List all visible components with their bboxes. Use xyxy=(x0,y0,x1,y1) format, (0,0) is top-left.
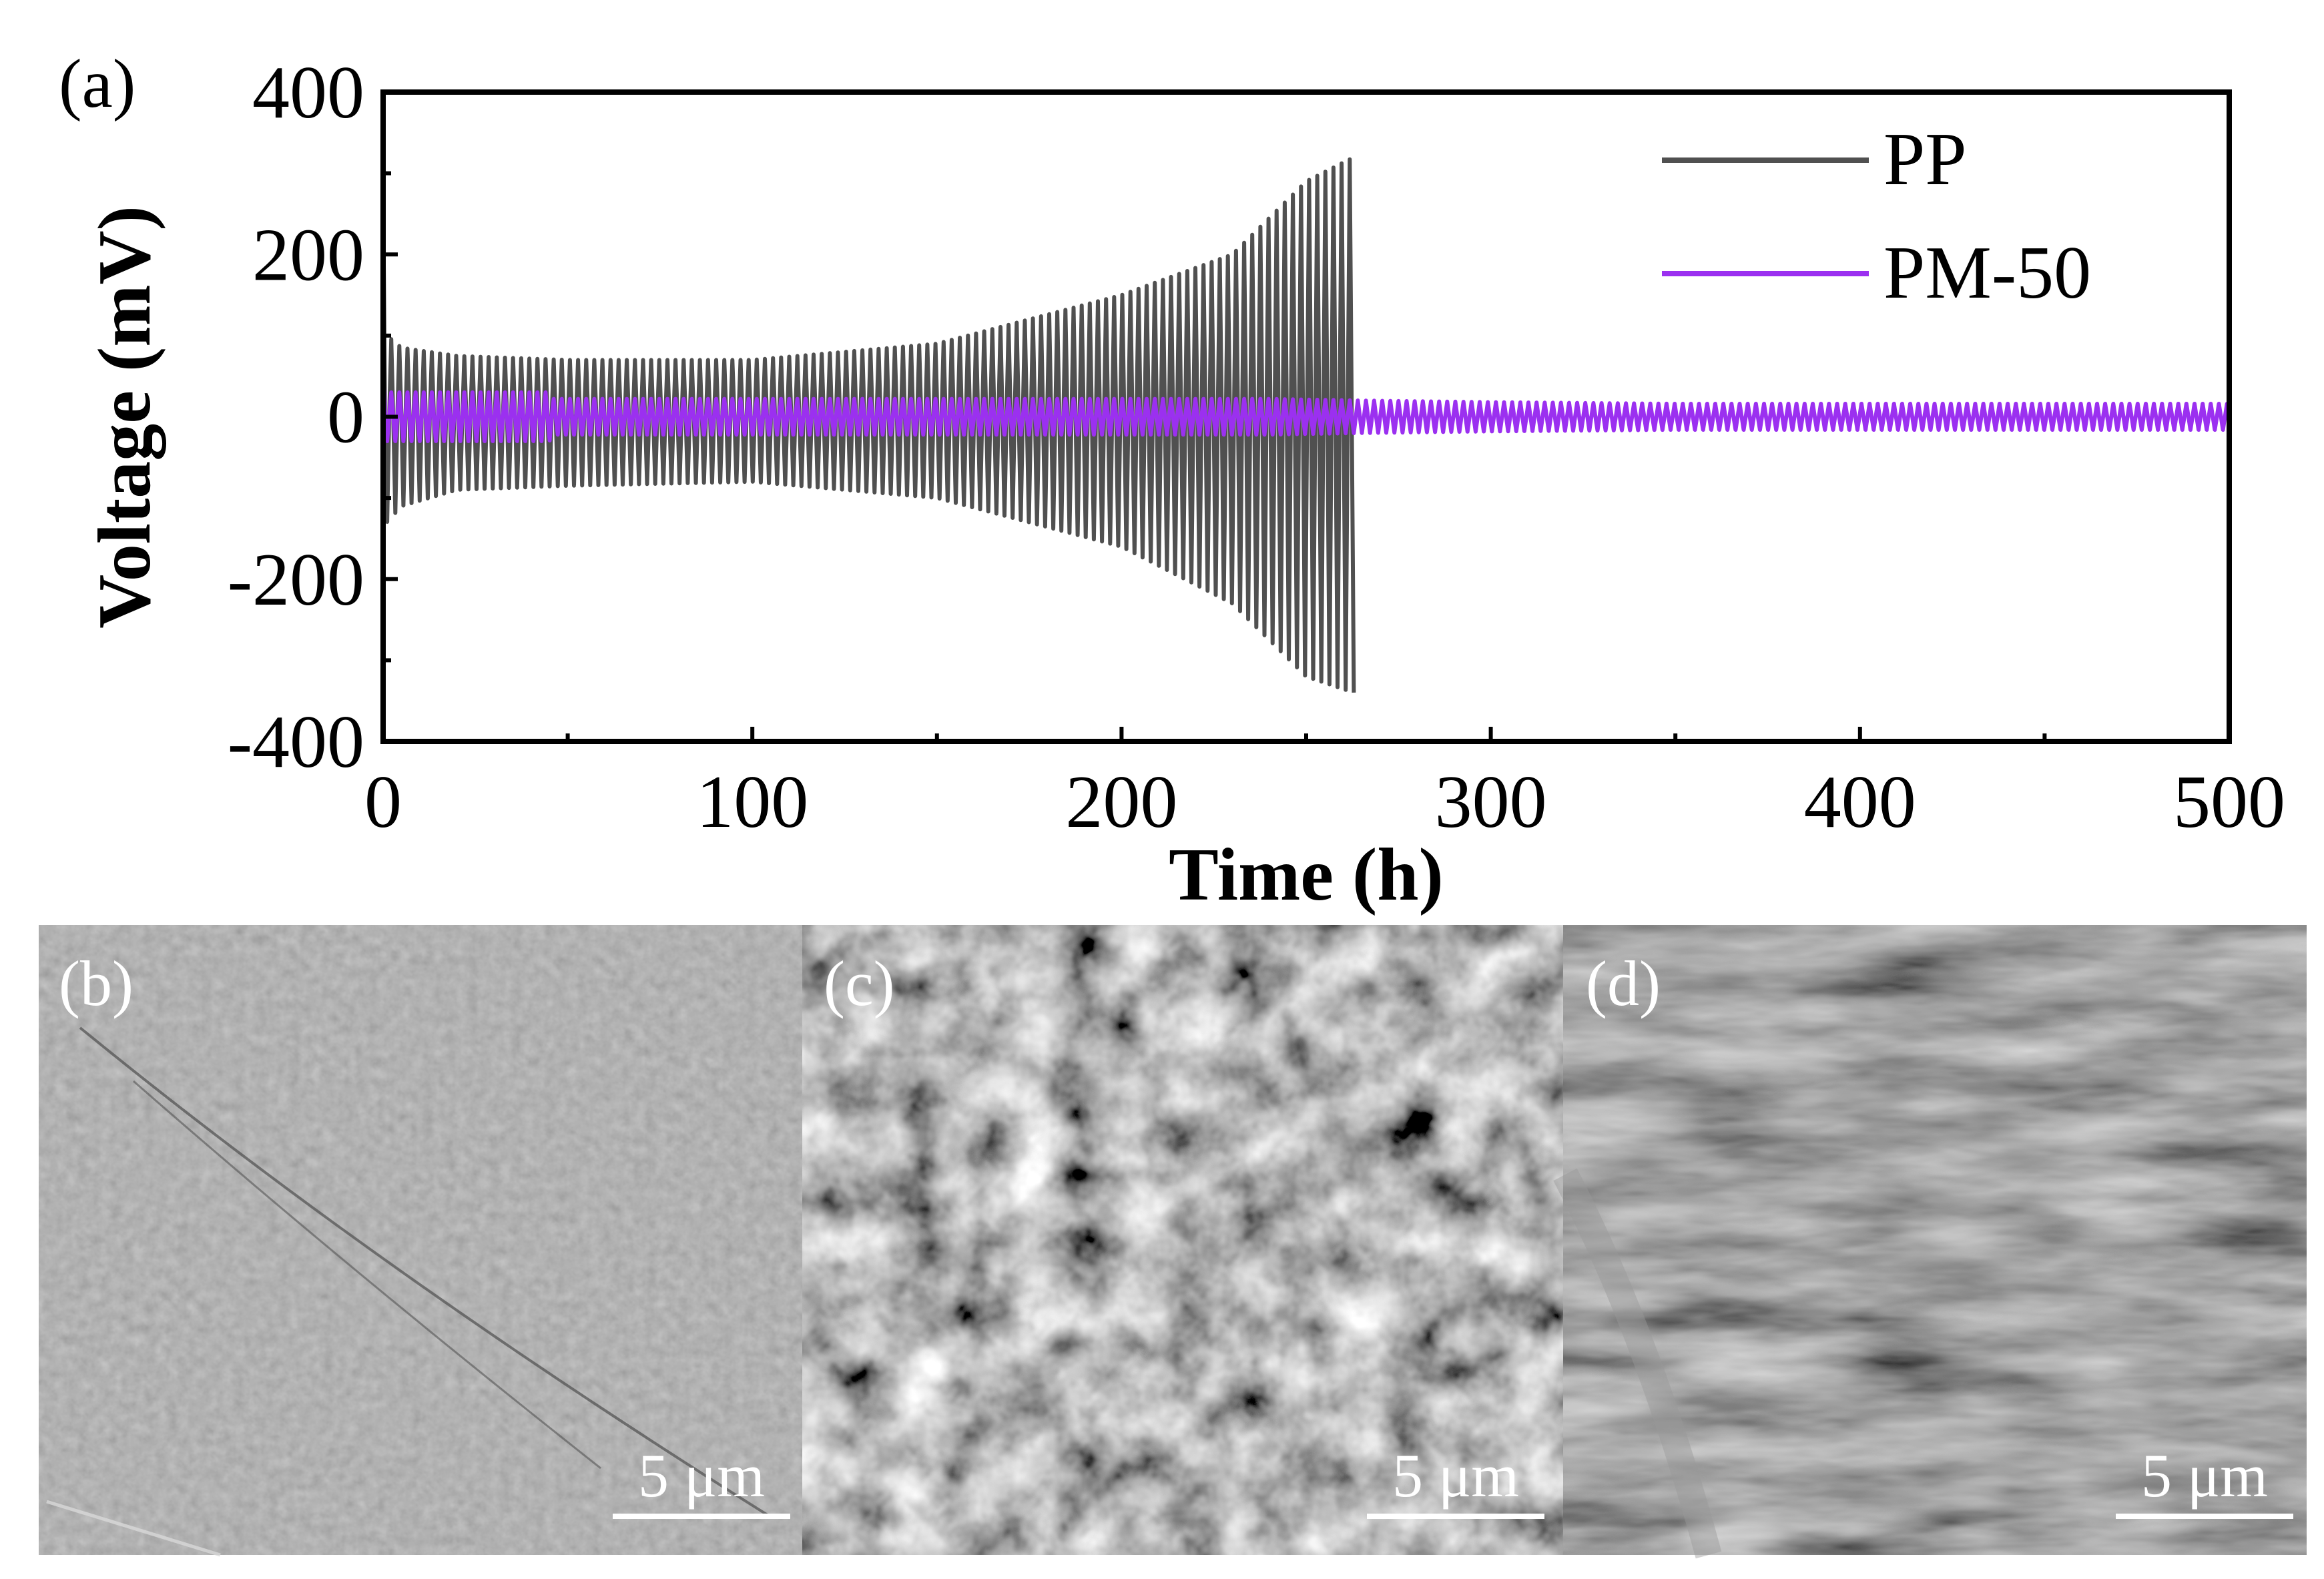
x-tick-label: 400 xyxy=(1804,761,1916,844)
x-tick-label: 500 xyxy=(2173,761,2285,844)
y-tick-label: -200 xyxy=(228,539,364,621)
sem-panel-b: (b) 5 μm xyxy=(39,925,802,1557)
sem-scratch-b xyxy=(79,1026,769,1516)
panel-label-c: (c) xyxy=(824,948,895,1019)
x-tick-label: 0 xyxy=(364,761,402,844)
sem-panel-d: (d) 5 μm xyxy=(1553,925,2307,1559)
sem-ridge-d xyxy=(1553,1168,1722,1559)
y-axis-ticks: -400 -200 0 200 400 xyxy=(228,51,398,783)
y-tick-label: 400 xyxy=(252,51,364,134)
x-axis-ticks: 0 100 200 300 400 500 xyxy=(364,727,2285,844)
panel-label-a: (a) xyxy=(59,45,135,122)
y-axis-title: Voltage (mV) xyxy=(83,206,166,629)
chart-panel-a: (a) 0 100 200 300 400 500 -400 -200 0 200 400 Tim… xyxy=(59,45,2285,916)
sem-image-b xyxy=(39,925,802,1555)
legend: PP PM-50 xyxy=(1662,118,2091,314)
sem-image-d xyxy=(1563,925,2307,1555)
y-tick-label: -400 xyxy=(228,701,364,783)
panel-label-d: (d) xyxy=(1586,948,1661,1019)
x-axis-title: Time (h) xyxy=(1169,834,1444,916)
sem-panel-c: (c) 5 μm xyxy=(802,925,1563,1555)
sem-bright-edge-b xyxy=(46,1500,221,1557)
x-tick-label: 300 xyxy=(1435,761,1547,844)
legend-label-pm-50: PM-50 xyxy=(1883,232,2091,314)
x-tick-label: 100 xyxy=(696,761,808,844)
x-tick-label: 200 xyxy=(1065,761,1177,844)
scale-bar-label-c: 5 μm xyxy=(1392,1442,1519,1510)
scale-bar-d xyxy=(2116,1514,2293,1519)
series-line-pm-50 xyxy=(383,372,2229,443)
legend-label-pp: PP xyxy=(1883,118,1967,201)
panel-label-b: (b) xyxy=(59,948,133,1019)
scale-bar-b xyxy=(613,1514,790,1519)
scale-bar-c xyxy=(1367,1514,1544,1519)
y-tick-label: 0 xyxy=(327,376,364,459)
y-tick-label: 200 xyxy=(252,214,364,296)
scale-bar-label-d: 5 μm xyxy=(2141,1442,2268,1510)
sem-image-c xyxy=(802,925,1563,1555)
scale-bar-label-b: 5 μm xyxy=(638,1442,765,1510)
sem-scratch-b-2 xyxy=(133,1080,601,1470)
